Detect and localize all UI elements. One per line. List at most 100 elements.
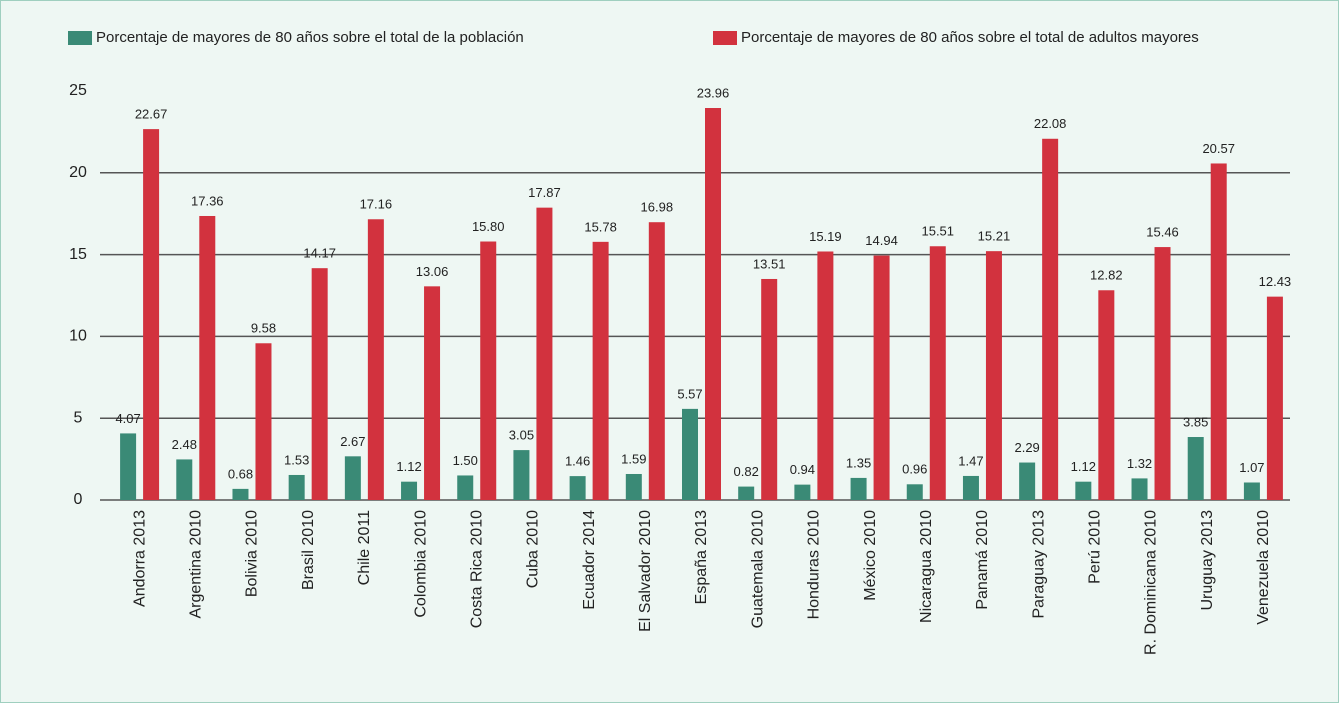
value-label: 1.50 <box>453 453 478 468</box>
value-label: 12.43 <box>1259 274 1292 289</box>
legend-swatch <box>68 31 92 45</box>
bar <box>873 255 890 500</box>
legend-label: Porcentaje de mayores de 80 años sobre e… <box>96 29 524 46</box>
y-tick-label: 25 <box>69 82 87 99</box>
bar <box>255 343 272 500</box>
value-label: 0.96 <box>902 462 927 477</box>
x-tick-label: Venezuela 2010 <box>1255 510 1272 625</box>
value-label: 15.19 <box>809 229 842 244</box>
x-tick-label: Cuba 2010 <box>525 510 542 588</box>
value-label: 17.36 <box>191 193 224 208</box>
x-tick-label: El Salvador 2010 <box>637 510 654 632</box>
bar <box>705 108 721 500</box>
legend: Porcentaje de mayores de 80 años sobre e… <box>68 29 1199 46</box>
bar <box>120 433 137 500</box>
x-tick-label: Honduras 2010 <box>806 510 823 620</box>
value-label: 0.82 <box>734 464 759 479</box>
value-label: 13.51 <box>753 256 786 271</box>
value-label: 15.51 <box>921 224 954 239</box>
x-tick-label: Chile 2011 <box>356 510 373 585</box>
x-tick-label: México 2010 <box>862 510 879 601</box>
bar <box>176 459 193 500</box>
value-label: 1.07 <box>1239 460 1264 475</box>
value-label: 23.96 <box>697 85 730 100</box>
value-label: 5.57 <box>677 386 702 401</box>
value-label: 1.32 <box>1127 456 1152 471</box>
x-tick-label: Argentina 2010 <box>188 510 205 619</box>
x-tick-label: España 2013 <box>693 510 710 604</box>
bar <box>1131 478 1148 500</box>
x-tick-label: Bolivia 2010 <box>244 510 261 597</box>
bar <box>1075 481 1092 500</box>
x-tick-label: Perú 2010 <box>1087 510 1104 584</box>
bar <box>1266 296 1283 500</box>
x-tick-label: Ecuador 2014 <box>581 510 598 610</box>
value-label: 3.85 <box>1183 414 1208 429</box>
bar <box>288 474 305 500</box>
x-tick-label: Costa Rica 2010 <box>468 510 485 628</box>
bar <box>536 207 553 501</box>
bar <box>929 246 946 500</box>
x-tick-label: Colombia 2010 <box>412 510 429 618</box>
bar <box>232 488 249 500</box>
value-label: 13.06 <box>416 264 449 279</box>
y-tick-label: 0 <box>74 491 83 508</box>
bar <box>480 241 497 500</box>
y-tick-label: 5 <box>74 409 83 426</box>
value-label: 2.29 <box>1014 440 1039 455</box>
bar <box>143 129 160 500</box>
bar <box>1019 462 1036 500</box>
value-label: 15.78 <box>584 219 617 234</box>
bar <box>1243 482 1260 500</box>
y-tick-label: 10 <box>69 328 87 345</box>
value-label: 1.59 <box>621 451 646 466</box>
value-label: 15.46 <box>1146 225 1179 240</box>
x-tick-label: Panamá 2010 <box>974 510 991 610</box>
y-tick-label: 20 <box>69 164 87 181</box>
bar <box>569 476 586 500</box>
bar <box>401 481 418 500</box>
bar <box>738 486 755 500</box>
bar <box>199 215 216 500</box>
bar <box>648 222 665 500</box>
bar <box>625 473 642 500</box>
y-tick-label: 15 <box>69 246 87 263</box>
value-label: 22.67 <box>135 107 168 122</box>
value-label: 2.48 <box>172 437 197 452</box>
value-label: 3.05 <box>509 428 534 443</box>
value-label: 14.17 <box>303 246 336 261</box>
value-label: 1.35 <box>846 455 871 470</box>
bar <box>457 475 474 500</box>
value-label: 9.58 <box>251 321 276 336</box>
value-label: 15.21 <box>978 229 1011 244</box>
value-label: 1.46 <box>565 454 590 469</box>
bar <box>592 241 609 500</box>
value-label: 14.94 <box>865 233 898 248</box>
legend-swatch <box>713 31 737 45</box>
bar <box>367 219 384 501</box>
bar <box>794 484 811 500</box>
value-label: 0.68 <box>228 466 253 481</box>
bar <box>344 456 361 500</box>
value-label: 0.94 <box>790 462 815 477</box>
value-label: 17.87 <box>528 185 561 200</box>
value-label: 4.07 <box>115 411 140 426</box>
x-tick-label: Paraguay 2013 <box>1030 510 1047 619</box>
bar <box>962 475 979 500</box>
bar <box>761 278 778 500</box>
legend-label: Porcentaje de mayores de 80 años sobre e… <box>741 29 1199 46</box>
x-tick-label: Guatemala 2010 <box>749 510 766 628</box>
value-label: 1.12 <box>1071 459 1096 474</box>
bar <box>1042 138 1059 501</box>
x-tick-label: Brasil 2010 <box>300 510 317 590</box>
x-tick-label: Nicaragua 2010 <box>918 510 935 623</box>
bar <box>985 251 1002 500</box>
bar <box>682 408 698 500</box>
bar <box>311 268 328 500</box>
value-label: 17.16 <box>360 197 393 212</box>
value-label: 12.82 <box>1090 268 1123 283</box>
bar <box>817 251 834 500</box>
value-label: 20.57 <box>1202 141 1235 156</box>
bar <box>1154 247 1171 500</box>
